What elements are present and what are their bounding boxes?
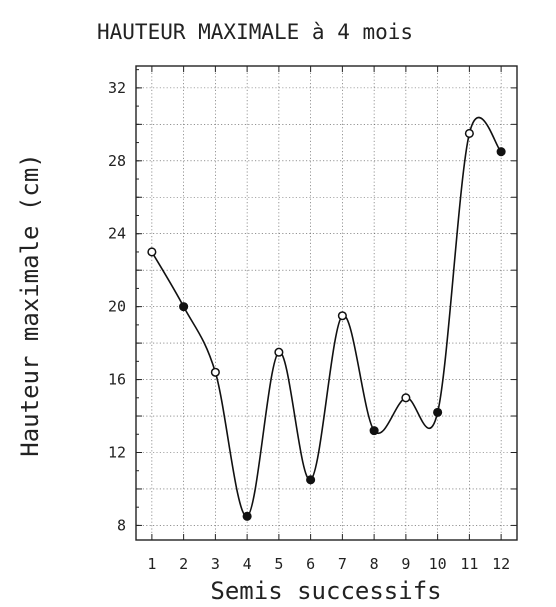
y-axis-label: Hauteur maximale (cm) bbox=[16, 153, 44, 456]
y-tick-label: 16 bbox=[108, 371, 126, 389]
x-tick-label: 9 bbox=[401, 555, 410, 573]
x-tick-label: 8 bbox=[370, 555, 379, 573]
data-point-open bbox=[210, 367, 220, 377]
data-point-filled bbox=[369, 426, 379, 436]
grid bbox=[136, 66, 517, 540]
x-tick-label: 11 bbox=[460, 555, 478, 573]
series-line bbox=[151, 116, 502, 518]
data-point-filled bbox=[306, 475, 316, 485]
data-point-filled bbox=[179, 302, 189, 312]
x-tick-label: 7 bbox=[338, 555, 347, 573]
chart-title: HAUTEUR MAXIMALE à 4 mois bbox=[97, 20, 413, 44]
data-points bbox=[147, 128, 506, 521]
data-point-filled bbox=[433, 407, 443, 417]
x-tick-label: 5 bbox=[274, 555, 283, 573]
x-tick-label: 4 bbox=[243, 555, 252, 573]
data-point-filled bbox=[496, 147, 506, 157]
data-point-open bbox=[147, 247, 157, 257]
axis-ticks bbox=[136, 66, 517, 540]
x-tick-labels: 1 2 3 4 5 6 7 8 9 10 11 12 bbox=[147, 555, 510, 573]
data-point-filled bbox=[242, 511, 252, 521]
data-point-open bbox=[464, 128, 474, 139]
x-tick-label: 10 bbox=[429, 555, 447, 573]
x-tick-label: 3 bbox=[211, 555, 220, 573]
data-point-open bbox=[401, 393, 411, 403]
x-axis-label: Semis successifs bbox=[210, 577, 441, 605]
y-tick-label: 8 bbox=[117, 516, 126, 534]
y-tick-labels: 8 12 16 20 24 28 32 bbox=[108, 79, 126, 535]
x-tick-label: 12 bbox=[492, 555, 510, 573]
y-tick-label: 28 bbox=[108, 152, 126, 170]
plot-frame bbox=[135, 65, 518, 541]
y-tick-label: 20 bbox=[108, 298, 126, 316]
y-tick-label: 24 bbox=[108, 225, 126, 243]
x-tick-label: 6 bbox=[306, 555, 315, 573]
x-tick-label: 2 bbox=[179, 555, 188, 573]
x-tick-label: 1 bbox=[147, 555, 156, 573]
data-point-open bbox=[274, 347, 284, 357]
y-tick-label: 32 bbox=[108, 79, 126, 97]
data-point-open bbox=[337, 311, 347, 321]
y-tick-label: 12 bbox=[108, 443, 126, 461]
